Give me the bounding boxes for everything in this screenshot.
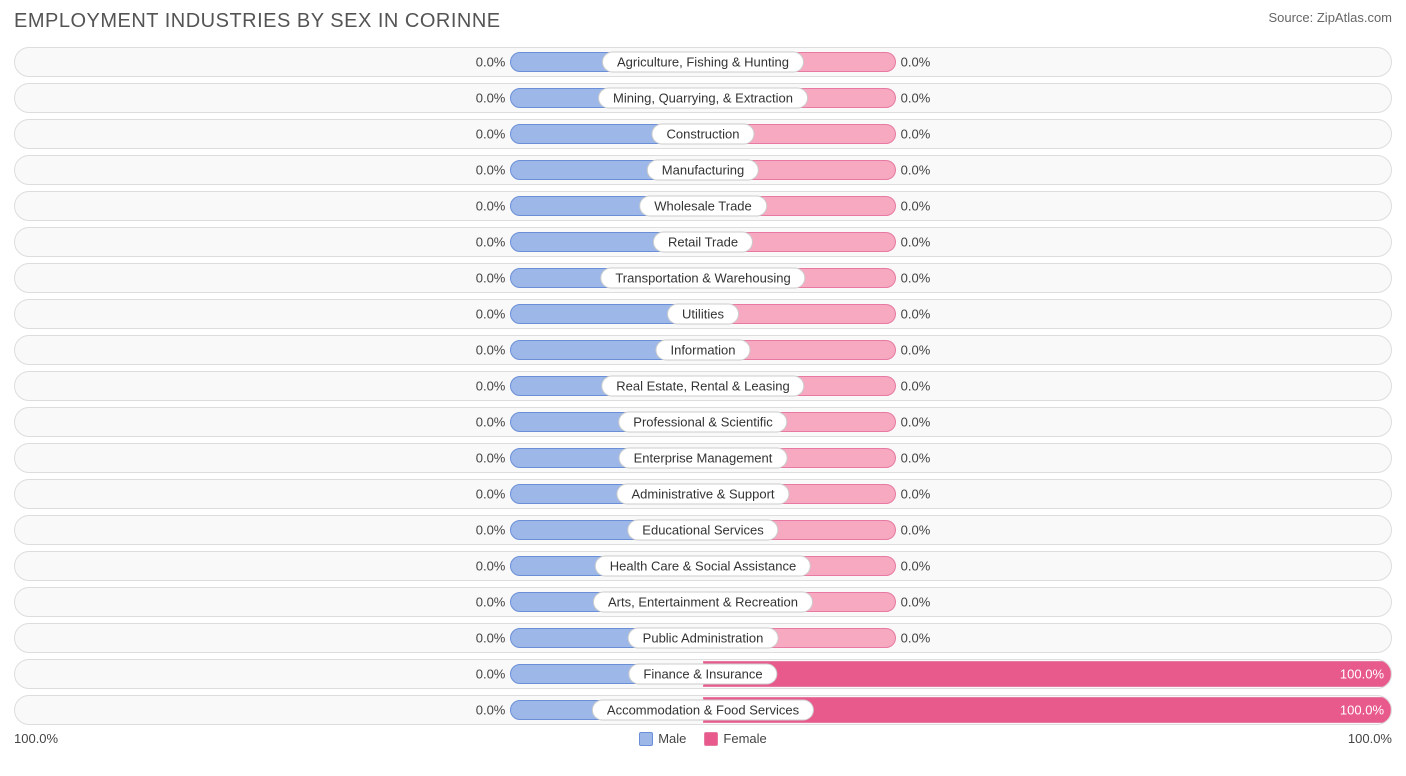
chart-row: 0.0% 0.0% Manufacturing [14,155,1392,185]
category-label: Information [655,340,750,361]
legend-male: Male [639,731,686,746]
female-bar: 100.0% [703,661,1391,687]
chart-row: 0.0% 100.0% Finance & Insurance [14,659,1392,689]
chart-header: EMPLOYMENT INDUSTRIES BY SEX IN CORINNE … [14,10,1392,33]
male-pct-label: 0.0% [476,91,506,106]
legend-male-label: Male [658,731,686,746]
chart-row: 0.0% 0.0% Information [14,335,1392,365]
female-pct-label: 0.0% [901,271,931,286]
female-pct-label: 0.0% [901,415,931,430]
male-pct-label: 0.0% [476,631,506,646]
category-label: Health Care & Social Assistance [595,556,811,577]
male-pct-label: 0.0% [476,127,506,142]
male-pct-label: 0.0% [476,235,506,250]
male-pct-label: 0.0% [476,271,506,286]
chart-row: 0.0% 0.0% Administrative & Support [14,479,1392,509]
chart-title: EMPLOYMENT INDUSTRIES BY SEX IN CORINNE [14,10,501,33]
female-pct-label: 0.0% [901,127,931,142]
axis-left-label: 100.0% [14,731,58,746]
female-pct-label: 0.0% [901,595,931,610]
female-swatch-icon [704,732,718,746]
category-label: Transportation & Warehousing [600,268,805,289]
chart-row: 0.0% 0.0% Public Administration [14,623,1392,653]
chart-row: 0.0% 0.0% Health Care & Social Assistance [14,551,1392,581]
female-pct-label: 0.0% [901,343,931,358]
female-pct-label: 100.0% [1340,667,1384,682]
category-label: Finance & Insurance [628,664,777,685]
chart-row: 0.0% 0.0% Arts, Entertainment & Recreation [14,587,1392,617]
female-pct-label: 0.0% [901,487,931,502]
female-pct-label: 0.0% [901,379,931,394]
female-pct-label: 0.0% [901,163,931,178]
female-pct-label: 0.0% [901,235,931,250]
male-pct-label: 0.0% [476,559,506,574]
chart-axis: 100.0% Male Female 100.0% [14,731,1392,746]
female-pct-label: 0.0% [901,91,931,106]
chart-row: 0.0% 0.0% Enterprise Management [14,443,1392,473]
male-pct-label: 0.0% [476,703,506,718]
legend-female: Female [704,731,766,746]
category-label: Retail Trade [653,232,753,253]
male-pct-label: 0.0% [476,379,506,394]
chart-row: 0.0% 0.0% Real Estate, Rental & Leasing [14,371,1392,401]
male-pct-label: 0.0% [476,163,506,178]
female-pct-label: 0.0% [901,631,931,646]
male-pct-label: 0.0% [476,523,506,538]
male-pct-label: 0.0% [476,199,506,214]
category-label: Mining, Quarrying, & Extraction [598,88,808,109]
female-pct-label: 0.0% [901,451,931,466]
category-label: Real Estate, Rental & Leasing [601,376,804,397]
chart-row: 0.0% 0.0% Retail Trade [14,227,1392,257]
category-label: Construction [652,124,755,145]
female-pct-label: 100.0% [1340,703,1384,718]
category-label: Arts, Entertainment & Recreation [593,592,813,613]
chart-row: 0.0% 0.0% Utilities [14,299,1392,329]
chart-row: 0.0% 0.0% Professional & Scientific [14,407,1392,437]
male-pct-label: 0.0% [476,595,506,610]
chart-row: 0.0% 0.0% Agriculture, Fishing & Hunting [14,47,1392,77]
chart-source: Source: ZipAtlas.com [1268,10,1392,25]
female-pct-label: 0.0% [901,559,931,574]
chart-row: 0.0% 0.0% Educational Services [14,515,1392,545]
female-pct-label: 0.0% [901,523,931,538]
diverging-bar-chart: 0.0%0.0%Agriculture, Fishing & Hunting0.… [14,47,1392,725]
female-pct-label: 0.0% [901,307,931,322]
male-pct-label: 0.0% [476,487,506,502]
chart-row: 0.0% 0.0% Construction [14,119,1392,149]
category-label: Wholesale Trade [639,196,767,217]
category-label: Enterprise Management [619,448,788,469]
category-label: Educational Services [627,520,778,541]
chart-row: 0.0% 100.0% Accommodation & Food Services [14,695,1392,725]
category-label: Manufacturing [647,160,759,181]
female-pct-label: 0.0% [901,199,931,214]
male-pct-label: 0.0% [476,307,506,322]
category-label: Public Administration [628,628,779,649]
male-swatch-icon [639,732,653,746]
male-pct-label: 0.0% [476,343,506,358]
chart-row: 0.0% 0.0% Transportation & Warehousing [14,263,1392,293]
chart-legend: Male Female [639,731,767,746]
category-label: Utilities [667,304,739,325]
male-pct-label: 0.0% [476,667,506,682]
axis-right-label: 100.0% [1348,731,1392,746]
male-pct-label: 0.0% [476,55,506,70]
category-label: Agriculture, Fishing & Hunting [602,52,804,73]
chart-row: 0.0% 0.0% Wholesale Trade [14,191,1392,221]
male-pct-label: 0.0% [476,415,506,430]
category-label: Accommodation & Food Services [592,700,814,721]
male-pct-label: 0.0% [476,451,506,466]
category-label: Professional & Scientific [618,412,787,433]
legend-female-label: Female [723,731,766,746]
category-label: Administrative & Support [616,484,789,505]
chart-row: 0.0% 0.0% Mining, Quarrying, & Extraction [14,83,1392,113]
female-pct-label: 0.0% [901,55,931,70]
